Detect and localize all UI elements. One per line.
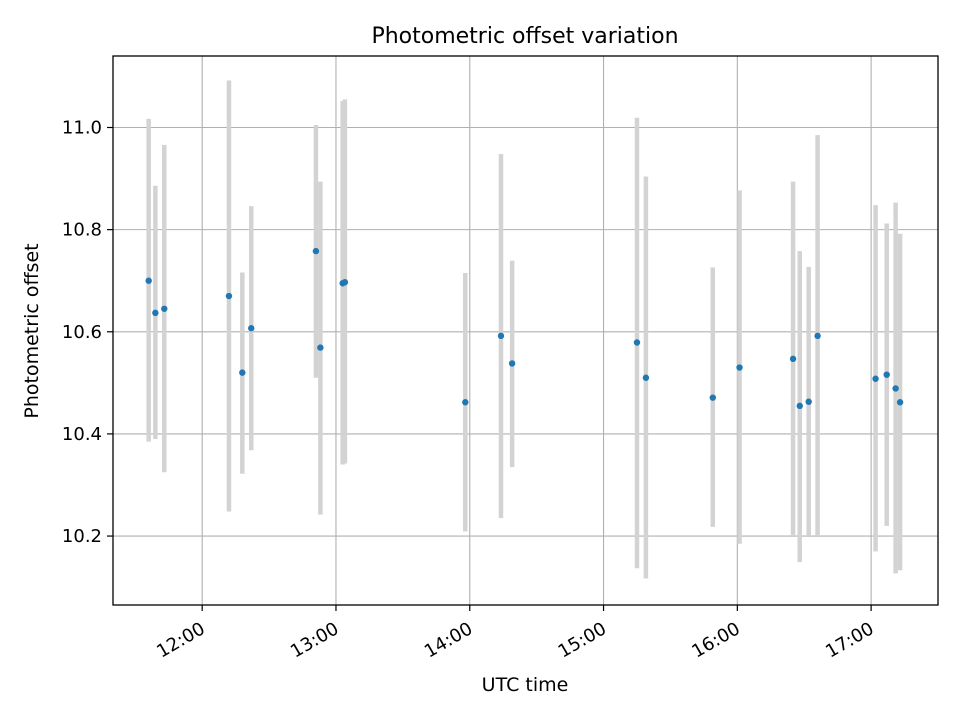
y-axis: 10.2 10.4 10.6 10.8 11.0	[62, 117, 113, 547]
data-point	[896, 399, 904, 406]
x-axis-label: UTC time	[482, 674, 569, 696]
data-point	[883, 371, 890, 378]
data-point	[814, 332, 821, 340]
y-tick-label: 11.0	[62, 117, 102, 138]
data-point	[805, 398, 812, 405]
data-point	[248, 325, 255, 332]
data-point	[312, 247, 320, 255]
data-point	[736, 364, 743, 371]
data-point	[508, 360, 516, 367]
chart-title: Photometric offset variation	[371, 24, 678, 49]
data-point	[789, 355, 797, 363]
y-tick-label: 10.2	[62, 526, 102, 547]
data-point	[152, 309, 159, 317]
data-point	[892, 385, 899, 392]
data-point	[341, 279, 349, 286]
data-point	[161, 305, 168, 312]
data-points	[145, 247, 904, 410]
y-tick-label: 10.8	[62, 220, 102, 241]
data-point	[642, 374, 650, 381]
y-tick-label: 10.4	[62, 424, 102, 445]
y-tick-label: 10.6	[62, 322, 102, 343]
data-point	[796, 402, 803, 410]
y-axis-label: Photometric offset	[21, 243, 43, 418]
data-point	[709, 394, 716, 401]
data-point	[497, 332, 505, 340]
data-point	[633, 339, 641, 346]
data-point	[317, 344, 324, 351]
data-point	[872, 375, 879, 382]
data-point	[225, 292, 233, 300]
data-point	[145, 277, 152, 284]
data-point	[462, 399, 469, 406]
data-point	[239, 369, 246, 376]
plot-frame	[112, 55, 939, 606]
